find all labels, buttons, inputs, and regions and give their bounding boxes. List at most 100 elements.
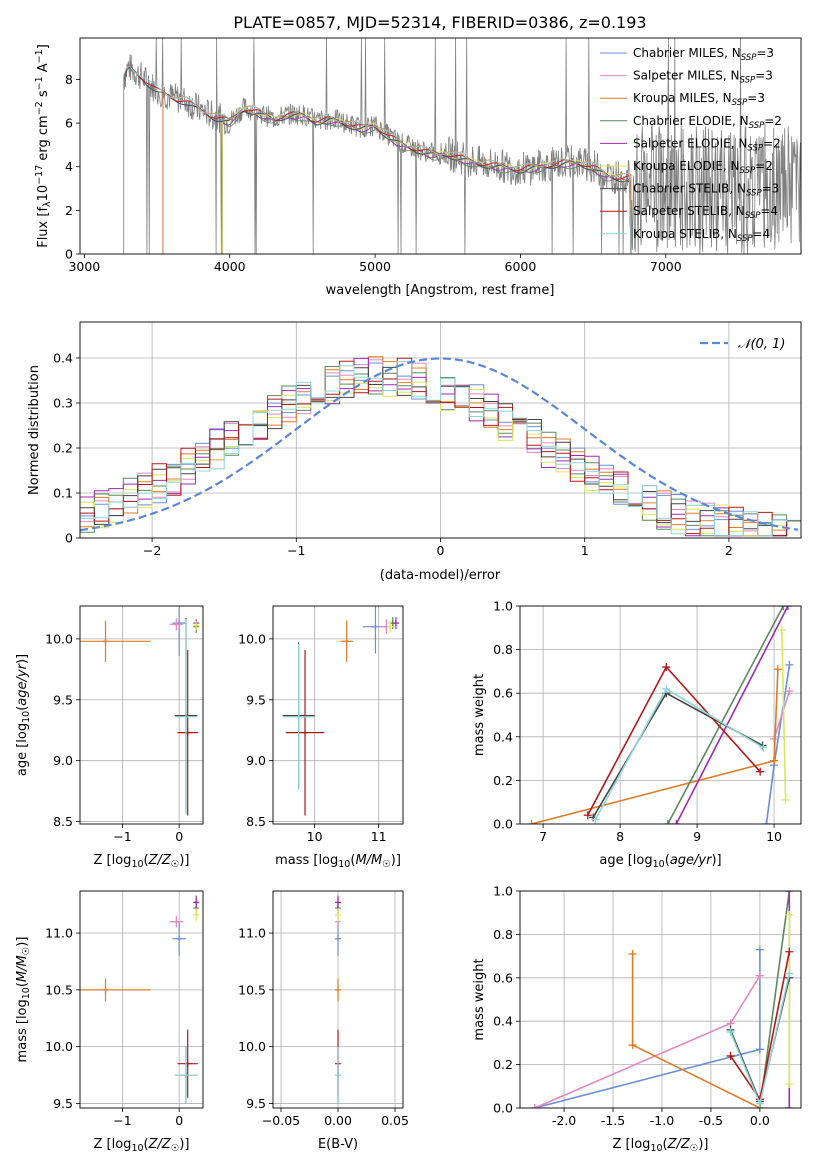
legend-label: Kroupa MILES, NSSP=3	[633, 91, 765, 108]
legend-label-part: SSP	[745, 211, 761, 221]
axes-frame	[272, 890, 404, 1109]
label-part: mass [log	[15, 999, 30, 1062]
legend-label-part: Chabrier STELIB, N	[633, 182, 746, 196]
x-tick-label: 1	[581, 543, 589, 558]
series-marker	[759, 743, 768, 752]
label-part: age [log	[599, 853, 652, 868]
axes-frame	[79, 321, 802, 539]
label-part: M/M	[355, 853, 382, 868]
label-part: 10	[131, 1143, 143, 1154]
x-tick-label: −1	[113, 1113, 131, 1128]
y-tick-label: 0.6	[493, 970, 513, 985]
y-tick-label: 0.4	[493, 729, 513, 744]
x-axis-label: Z [log10(Z/Z☉)]	[613, 1137, 709, 1154]
series-marker	[755, 971, 764, 980]
legend-label-part: =2	[755, 159, 773, 173]
axes-age_vs_Z: −1 08.59.09.510.0Z [log10(Z/Z☉)]age [log1…	[15, 605, 204, 870]
label-part: ☉	[171, 859, 180, 870]
legend-label-part: SSP	[737, 234, 753, 244]
x-tick-label: 10	[307, 829, 323, 844]
series-marker	[785, 969, 794, 978]
series-marker	[663, 820, 672, 824]
series-marker	[672, 820, 681, 824]
data-point	[193, 622, 200, 629]
label-part: −1	[34, 76, 45, 90]
series-chabrier-elodie	[667, 606, 785, 824]
label-part: −17	[34, 165, 45, 185]
label-part: Z/Z	[148, 1137, 172, 1152]
label-part: −1	[34, 49, 45, 63]
series-marker	[783, 606, 792, 610]
series-marker	[755, 1099, 764, 1108]
y-tick-label: 10.5	[45, 982, 73, 997]
data-point	[335, 911, 341, 918]
x-tick-label: 0.0	[750, 1113, 770, 1128]
data-point	[176, 620, 183, 627]
series-salpeter-miles	[773, 690, 791, 740]
y-tick-label: 0.8	[493, 642, 513, 657]
normal-curve	[80, 357, 799, 532]
series-marker	[583, 811, 592, 820]
axes-spectrum: 3000 4000 5000 6000 7000 0 2 4 6 8 Chabrier MILES,…	[34, 37, 802, 298]
series-chabrier-miles	[534, 949, 761, 1108]
series-marker	[628, 1041, 637, 1050]
legend-label-part: =4	[760, 204, 778, 218]
data-point	[335, 935, 341, 942]
figure-title: PLATE=0857, MJD=52314, FIBERID=0386, z=0…	[233, 13, 646, 32]
series-marker	[770, 756, 779, 765]
series-marker	[662, 684, 671, 693]
label-part: )]	[15, 937, 30, 947]
series-marker	[785, 1080, 794, 1089]
y-tick-label: 4	[65, 159, 73, 174]
x-tick-label: 0.05	[381, 1113, 409, 1128]
legend-label-part: SSP	[740, 166, 756, 176]
legend-label: 𝒩(0, 1)	[738, 337, 785, 352]
label-part: age/yr	[15, 662, 30, 705]
x-axis-label: E(B-V)	[318, 1137, 358, 1152]
y-tick-label: 8.5	[246, 814, 266, 829]
label-part: A	[36, 63, 51, 76]
y-tick-label: 10.0	[45, 1039, 73, 1054]
x-axis-label: mass [log10(M/M☉)]	[275, 853, 401, 870]
x-tick-label: 11	[371, 829, 387, 844]
legend-label: Kroupa ELODIE, NSSP=2	[633, 159, 773, 176]
series-marker	[781, 796, 790, 805]
data-point	[335, 986, 341, 993]
label-part: 10	[131, 859, 143, 870]
series-marker	[785, 1104, 794, 1108]
x-tick-label: 0	[175, 1113, 183, 1128]
data-point	[335, 1072, 341, 1079]
label-part: )]	[698, 1137, 708, 1152]
data-point	[343, 638, 350, 645]
legend-label-part: Kroupa ELODIE, N	[633, 159, 740, 173]
y-tick-label: 0.1	[53, 486, 73, 501]
legend-label-part: Salpeter MILES, N	[633, 69, 740, 83]
model-line-kroupa-elodie	[222, 107, 632, 254]
legend-label-part: Chabrier ELODIE, N	[633, 114, 749, 128]
y-axis-label: mass [log10(M/M☉)]	[15, 937, 32, 1063]
y-axis-label: mass weight	[472, 958, 487, 1040]
series-marker	[530, 1104, 539, 1108]
data-point	[387, 623, 394, 630]
x-tick-label: 10	[766, 829, 782, 844]
y-axis-label: mass weight	[472, 674, 487, 756]
x-axis-label: age [log10(age/yr)]	[599, 853, 721, 870]
y-tick-label: 0.0	[493, 1101, 513, 1116]
y-tick-label: 0.2	[493, 1057, 513, 1072]
label-part: age/yr	[670, 853, 713, 868]
axes-frame	[519, 605, 802, 825]
data-point	[392, 620, 399, 627]
series-kroupa-miles	[531, 669, 779, 824]
y-tick-label: 9.0	[53, 753, 73, 768]
label-part: ☉	[21, 947, 32, 956]
series-marker	[762, 820, 771, 824]
y-tick-label: 0	[65, 531, 73, 546]
y-tick-label: 0.8	[493, 927, 513, 942]
y-tick-label: 2	[65, 203, 73, 218]
label-part: Z [log	[94, 853, 132, 868]
y-tick-label: 0.4	[53, 351, 73, 366]
plot-area	[123, 38, 801, 254]
y-tick-label: 0	[65, 247, 73, 262]
axes-frame	[272, 605, 404, 825]
series-salpeter-miles	[534, 975, 761, 1108]
